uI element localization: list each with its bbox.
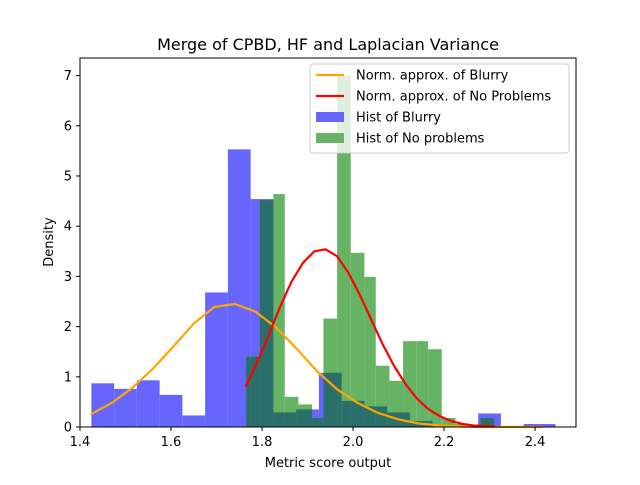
y-tick-label-6: 5 [64, 169, 72, 184]
legend-label-1: Norm. approx. of Blurry [356, 69, 509, 84]
y-tick-label-1: 0 [64, 421, 72, 436]
x-tick-label-2: 1.6 [161, 435, 182, 450]
x-tick-label-3: 1.8 [252, 435, 273, 450]
legend-box [309, 63, 570, 154]
overlap-bar-16 [387, 412, 390, 427]
x-tick-label-1: 1.4 [70, 435, 91, 450]
y-axis: 0 1 2 3 4 5 6 7 [64, 69, 80, 436]
x-axis-label: Metric score output [265, 456, 392, 471]
overlap-bar-7 [298, 409, 313, 427]
y-tick-label-2: 1 [64, 370, 72, 385]
histogram-1-bar-2 [114, 388, 137, 427]
legend-swatch-3 [316, 112, 344, 122]
histogram-2-bar-14 [416, 341, 429, 427]
legend-label-3: Hist of Blurry [356, 111, 441, 126]
histogram-1-bar-5 [182, 415, 206, 427]
overlap-bar-10 [323, 372, 338, 427]
overlap-bar-1 [246, 356, 251, 427]
plot-bars [91, 75, 556, 427]
histogram-2-bar-16 [441, 417, 456, 427]
line-series-2 [244, 248, 496, 428]
histogram-1-bar-3 [136, 380, 160, 427]
histogram-2-bar-10 [364, 276, 376, 427]
histogram-1-bar-18 [546, 423, 556, 427]
overlap-bar-9 [318, 417, 324, 427]
x-tick-label-4: 2.0 [343, 435, 364, 450]
legend: Norm. approx. of Blurry Norm. approx. of … [309, 63, 570, 154]
overlap-bar-14 [364, 406, 376, 427]
overlap-bar-3 [259, 200, 274, 427]
legend-swatch-4 [316, 133, 344, 143]
y-tick-label-7: 6 [64, 119, 72, 134]
legend-label-2: Norm. approx. of No Problems [356, 90, 551, 105]
overlap-bar-12 [341, 400, 351, 427]
plot-frame [79, 57, 577, 428]
histogram-1-bar-4 [159, 394, 183, 427]
overlap-bar-11 [337, 372, 342, 427]
y-tick-label-8: 7 [64, 69, 72, 84]
overlap-bar-4 [273, 412, 285, 427]
overlap-bar-6 [296, 409, 299, 427]
histogram-1-bar-7 [227, 149, 251, 427]
histogram-2-bar-8 [337, 75, 351, 427]
histogram-overlap [246, 200, 495, 427]
overlap-bar-22 [480, 417, 495, 427]
y-tick-label-5: 4 [64, 220, 72, 235]
legend-label-4: Hist of No problems [356, 132, 485, 147]
histogram-2-bar-15 [428, 349, 442, 427]
histogram-1-bar-17 [523, 423, 547, 427]
x-axis: 1.4 1.6 1.8 2.0 2.2 2.4 [70, 427, 546, 450]
y-tick-label-4: 3 [64, 270, 72, 285]
histogram-1-bar-6 [205, 292, 228, 427]
overlap-bar-2 [250, 356, 260, 427]
overlap-bar-18 [403, 412, 410, 427]
x-tick-label-5: 2.2 [434, 435, 455, 450]
y-axis-label: Density [42, 217, 57, 267]
x-tick-label-6: 2.4 [525, 435, 546, 450]
overlap-bar-15 [375, 406, 388, 427]
chart-title: Merge of CPBD, HF and Laplacian Variance [157, 35, 499, 54]
y-tick-label-3: 2 [64, 320, 72, 335]
histogram-2-bar-13 [403, 341, 417, 427]
overlap-bar-8 [312, 417, 319, 427]
overlap-bar-13 [350, 400, 365, 427]
histogram-1-bar-1 [91, 383, 115, 427]
overlap-bar-19 [409, 420, 417, 427]
overlap-bar-5 [284, 412, 297, 427]
